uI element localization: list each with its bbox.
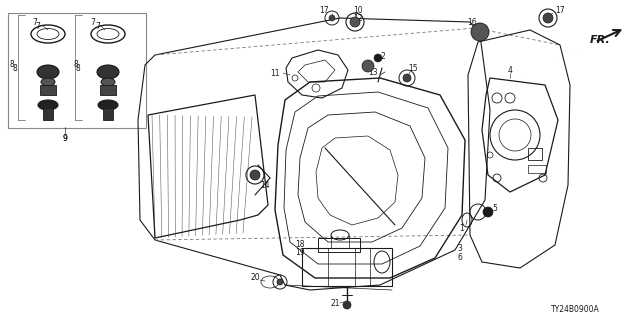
- Bar: [43, 108, 53, 120]
- Circle shape: [543, 13, 553, 23]
- Text: 9: 9: [63, 133, 67, 142]
- Text: 14: 14: [260, 180, 270, 189]
- Circle shape: [277, 279, 283, 285]
- Circle shape: [403, 74, 411, 82]
- Text: 19: 19: [295, 247, 305, 257]
- Text: 8: 8: [13, 63, 17, 73]
- Text: 11: 11: [270, 68, 280, 77]
- Circle shape: [343, 301, 351, 309]
- Text: 6: 6: [458, 253, 463, 262]
- Text: 10: 10: [353, 5, 363, 14]
- Text: 7: 7: [33, 18, 37, 27]
- Circle shape: [250, 170, 260, 180]
- Text: 7: 7: [95, 21, 100, 30]
- Circle shape: [483, 207, 493, 217]
- Bar: [318, 238, 360, 252]
- Text: 12: 12: [353, 13, 363, 22]
- Text: 8: 8: [76, 63, 81, 73]
- Text: 9: 9: [63, 133, 67, 142]
- Text: 3: 3: [458, 244, 463, 252]
- Bar: [302, 248, 392, 286]
- Ellipse shape: [97, 65, 119, 79]
- Circle shape: [471, 23, 489, 41]
- Text: 16: 16: [467, 18, 477, 27]
- Bar: [40, 85, 56, 95]
- Bar: [103, 108, 113, 120]
- Circle shape: [329, 15, 335, 21]
- Text: 15: 15: [408, 63, 418, 73]
- Ellipse shape: [37, 65, 59, 79]
- Text: 8: 8: [10, 60, 14, 68]
- Text: 7: 7: [36, 21, 40, 30]
- Text: FR.: FR.: [589, 35, 611, 45]
- Ellipse shape: [38, 100, 58, 110]
- Text: 2: 2: [381, 52, 385, 60]
- Text: 8: 8: [74, 60, 78, 68]
- Circle shape: [350, 17, 360, 27]
- Bar: [8, 13, 146, 128]
- Text: 21: 21: [330, 299, 340, 308]
- Text: 7: 7: [91, 18, 95, 27]
- Text: 17: 17: [319, 5, 329, 14]
- Bar: [528, 165, 546, 173]
- Text: 18: 18: [295, 239, 305, 249]
- Bar: [100, 85, 116, 95]
- Text: 1: 1: [460, 223, 465, 233]
- Circle shape: [362, 60, 374, 72]
- Text: 13: 13: [368, 68, 378, 76]
- Ellipse shape: [41, 78, 55, 86]
- Ellipse shape: [98, 100, 118, 110]
- Ellipse shape: [101, 78, 115, 86]
- Text: 5: 5: [493, 204, 497, 212]
- Text: 20: 20: [250, 274, 260, 283]
- Circle shape: [374, 54, 382, 62]
- Text: 17: 17: [555, 5, 565, 14]
- Bar: [528, 148, 542, 160]
- Text: 4: 4: [508, 66, 513, 75]
- Text: TY24B0900A: TY24B0900A: [550, 306, 600, 315]
